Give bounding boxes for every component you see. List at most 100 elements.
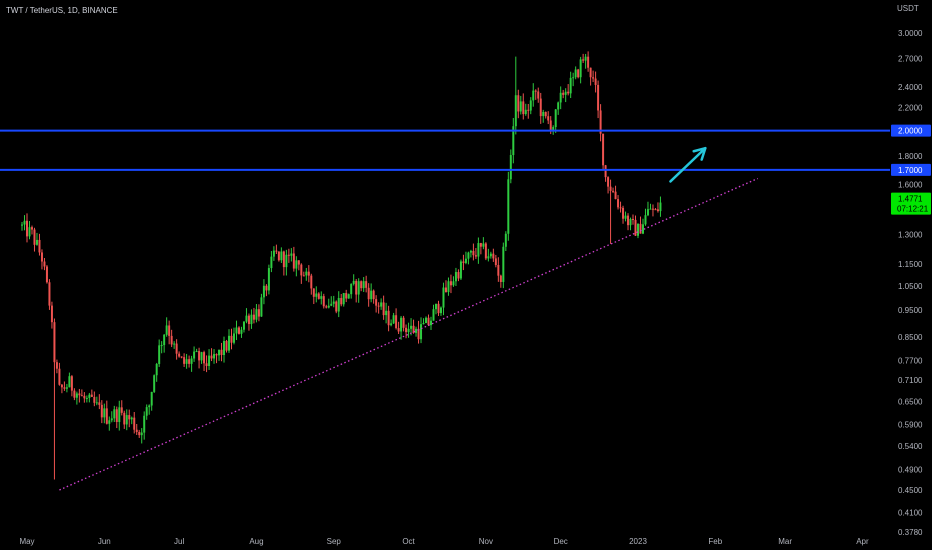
candle-body [270, 256, 273, 269]
candle-body [90, 394, 93, 397]
candle-body [315, 293, 318, 297]
current-price-value: 1.4771 [898, 195, 923, 204]
candle-body [73, 390, 76, 398]
candle-body [395, 315, 398, 329]
candle-body [564, 91, 567, 95]
candle-body [275, 250, 278, 252]
price-tick-label: 0.5400 [898, 442, 923, 451]
candle-body [649, 208, 652, 210]
candle-body [58, 368, 61, 385]
candle-body [125, 415, 128, 425]
price-tick-label: 1.3000 [898, 230, 923, 239]
price-tick-label: 1.8000 [898, 152, 923, 161]
candle-body [497, 265, 500, 276]
time-tick-label: Jun [98, 537, 111, 546]
candle-body [522, 101, 525, 115]
candle-body [130, 417, 133, 420]
candle-body [604, 165, 607, 178]
candle-body [405, 327, 408, 333]
candle-body [367, 287, 370, 300]
candle-body [150, 391, 153, 406]
candle-body [629, 218, 632, 226]
price-axis[interactable]: 3.0000 2.7000 2.4000 2.2000 2.0000 1.8000 1.60… [890, 0, 932, 550]
candle-body [145, 407, 148, 416]
candle-body [350, 283, 353, 295]
candle-body [292, 253, 295, 269]
candle-body [277, 251, 280, 261]
candle-body [23, 220, 26, 225]
candle-body [654, 209, 657, 211]
candle-body [198, 351, 201, 361]
candle-body [449, 281, 452, 286]
candle-body [272, 250, 275, 257]
candle-body [340, 298, 343, 305]
candle-body [437, 303, 440, 314]
candle-body [165, 325, 168, 335]
candle-body [297, 260, 300, 265]
candle-body [492, 253, 495, 259]
candle-body [619, 207, 622, 209]
candle-body [143, 415, 146, 433]
support-trendline [59, 177, 758, 491]
candle-body [607, 177, 610, 187]
candle-body [105, 408, 108, 424]
candle-body [527, 109, 530, 111]
candle-body [380, 302, 383, 307]
candle-body [128, 415, 131, 420]
candle-body [617, 199, 620, 208]
candle-body [434, 303, 437, 310]
up-arrow-icon [669, 146, 707, 183]
candle-body [332, 301, 335, 304]
candle-body [444, 287, 447, 293]
time-tick-label: Nov [479, 537, 493, 546]
candle-body [477, 243, 480, 257]
candle-body [567, 91, 570, 94]
price-tick-label: 0.5900 [898, 421, 923, 430]
candle-body [532, 90, 535, 101]
candle-body [285, 254, 288, 268]
candlestick-series [21, 51, 662, 480]
candle-body [115, 409, 118, 423]
candle-body [622, 207, 625, 219]
candle-body [220, 349, 223, 355]
candle-body [390, 323, 393, 326]
candle-body [589, 67, 592, 78]
candle-body [397, 328, 400, 332]
candle-body [659, 202, 662, 212]
candle-body [357, 281, 360, 295]
price-tick-label: 2.7000 [898, 54, 923, 63]
time-axis[interactable]: May Jun Jul Aug Sep Oct Nov Dec 2023 Feb Mar Apr [19, 537, 869, 546]
time-tick-label: Jul [174, 537, 184, 546]
candle-body [83, 395, 86, 399]
time-tick-label: Oct [402, 537, 415, 546]
level-price-badge [891, 124, 931, 137]
candle-body [577, 69, 580, 78]
candle-body [123, 412, 126, 425]
candle-body [262, 285, 265, 298]
candle-body [534, 90, 537, 92]
candle-body [98, 402, 101, 405]
time-tick-label: Mar [778, 537, 792, 546]
candle-body [120, 407, 123, 413]
time-tick-label: Feb [708, 537, 722, 546]
candle-body [242, 321, 245, 330]
candle-body [554, 109, 557, 128]
candle-body [160, 345, 163, 347]
candle-body [100, 404, 103, 418]
candle-body [230, 335, 233, 343]
candle-body [138, 431, 141, 436]
candle-body [305, 271, 308, 276]
candle-body [482, 243, 485, 247]
candle-body [325, 306, 328, 308]
price-tick-label: 2.4000 [898, 83, 923, 92]
candle-body [78, 393, 81, 396]
candle-body [514, 95, 517, 127]
candle-body [377, 305, 380, 307]
candle-body [118, 407, 121, 423]
candle-body [255, 309, 258, 320]
candle-body [193, 351, 196, 359]
candle-body [587, 56, 590, 68]
candle-body [656, 209, 659, 212]
candle-body [210, 355, 213, 359]
